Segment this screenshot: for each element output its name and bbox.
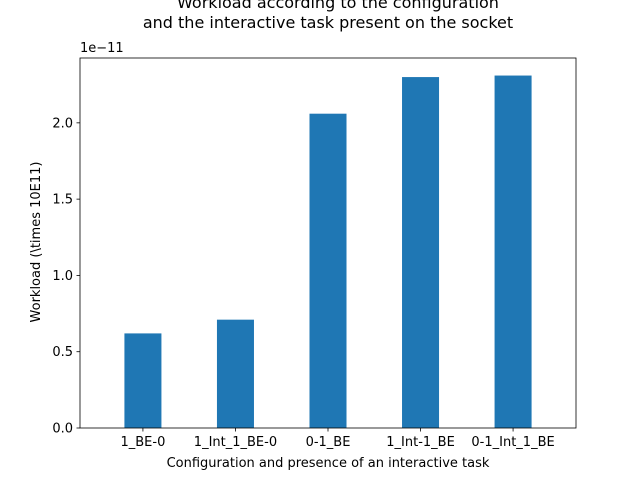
x-axis-label: Configuration and presence of an interac… xyxy=(167,456,490,471)
bar-1_BE-0 xyxy=(124,333,162,428)
y-offset-label: 1e−11 xyxy=(80,41,124,56)
y-tick-label: 1.0 xyxy=(52,269,73,284)
y-tick-label: 0.0 xyxy=(52,422,73,437)
bar-0-1_Int_1_BE xyxy=(494,75,532,429)
bar-0-1_BE xyxy=(309,113,347,428)
y-axis-ticks: 0.0 0.5 1.0 1.5 2.0 xyxy=(52,116,80,437)
y-tick-label: 0.5 xyxy=(52,345,73,360)
x-axis-ticks: 1_BE-0 1_Int_1_BE-0 0-1_BE 1_Int-1_BE 0-1_In… xyxy=(120,428,555,450)
chart-title: Workload according to the configuration … xyxy=(143,0,513,32)
y-tick-label: 1.5 xyxy=(52,193,73,208)
bar-1_Int-1_BE xyxy=(402,77,440,428)
chart-title-line-1: Workload according to the configuration xyxy=(177,0,499,12)
x-tick-label: 0-1_BE xyxy=(306,435,351,450)
x-tick-label: 1_Int-1_BE xyxy=(386,435,455,450)
y-axis-label: Workload (\times 10E11) xyxy=(29,162,44,323)
y-tick-label: 2.0 xyxy=(52,116,73,131)
bar-1_Int_1_BE-0 xyxy=(216,319,254,428)
bars xyxy=(124,75,532,429)
x-tick-label: 1_Int_1_BE-0 xyxy=(194,435,277,450)
x-tick-label: 1_BE-0 xyxy=(120,435,165,450)
chart-title-line-2: and the interactive task present on the … xyxy=(143,13,513,32)
x-tick-label: 0-1_Int_1_BE xyxy=(471,435,554,450)
